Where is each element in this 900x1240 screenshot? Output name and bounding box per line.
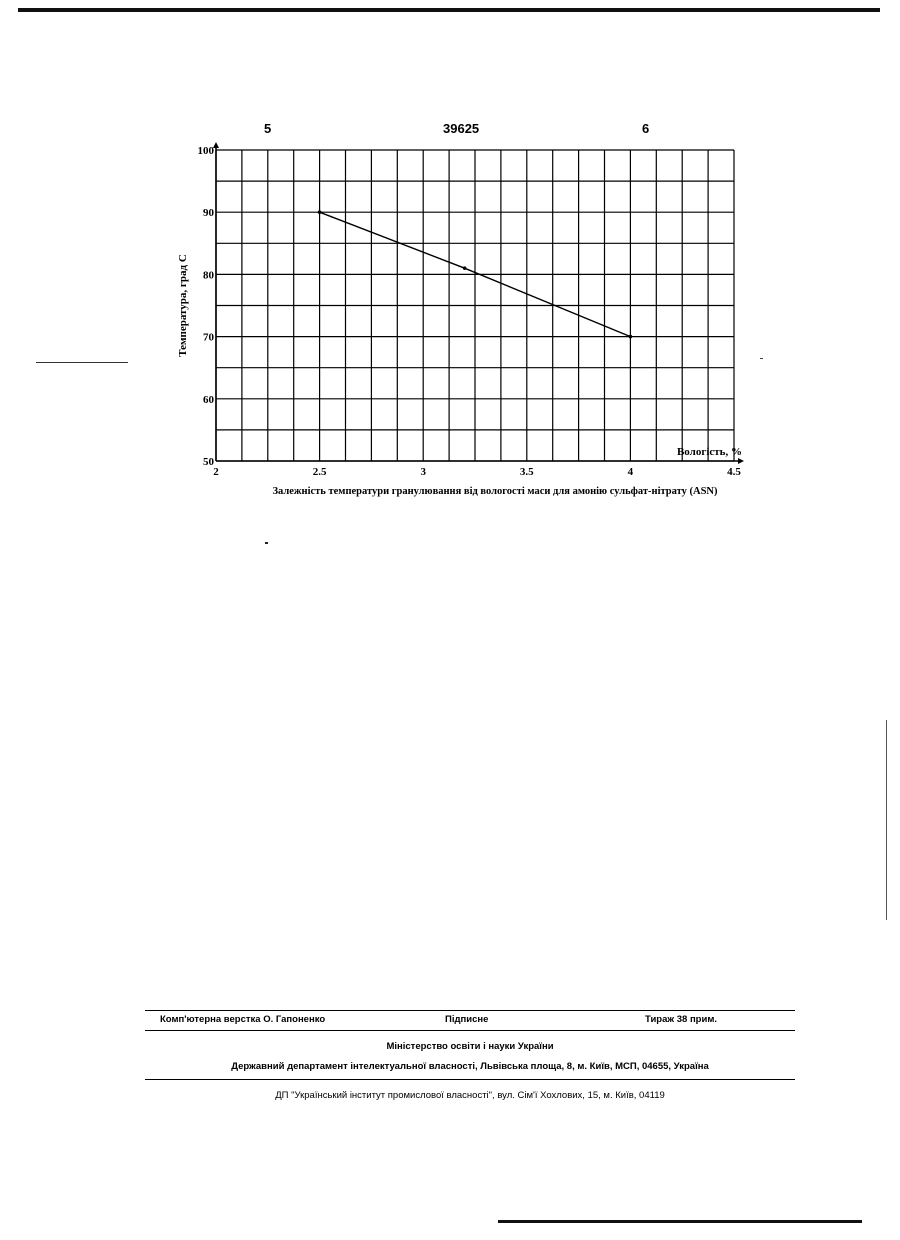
x-axis-arrow — [738, 458, 744, 464]
x-tick-label: 3 — [420, 466, 426, 478]
institute-line: ДП "Український інститут промислової вла… — [145, 1090, 795, 1101]
chart-caption: Залежність температури гранулювання від … — [150, 486, 840, 497]
x-tick-label: 3.5 — [520, 466, 534, 478]
bottom-rule — [498, 1220, 862, 1223]
x-tick-label: 2.5 — [313, 466, 327, 478]
scan-speck — [265, 542, 268, 544]
y-tick-label: 100 — [198, 145, 215, 157]
x-tick-label: 4.5 — [727, 466, 741, 478]
chart-ticks: 2 2.5 3 3.5 4 4.5 50 60 70 80 90 100 — [198, 145, 742, 478]
imprint-rule-bottom — [145, 1079, 795, 1080]
x-tick-label: 4 — [628, 466, 634, 478]
imprint-rule-top — [145, 1010, 795, 1011]
data-point — [318, 210, 322, 214]
margin-dash — [36, 362, 128, 363]
layout-credit: Комп'ютерна верстка О. Гапоненко — [160, 1014, 325, 1025]
y-axis-label: Температура, град C — [177, 254, 189, 357]
line-chart: 2 2.5 3 3.5 4 4.5 50 60 70 80 90 100 Температура, г… — [150, 138, 770, 483]
y-tick-label: 80 — [203, 269, 215, 281]
data-point — [629, 335, 633, 339]
chart-grid — [216, 150, 734, 461]
signed-label: Підписне — [445, 1014, 488, 1025]
department-line: Державний департамент інтелектуальної вл… — [145, 1061, 795, 1072]
x-tick-label: 2 — [213, 466, 219, 478]
patent-number: 39625 — [443, 121, 479, 136]
circulation-label: Тираж 38 прим. — [645, 1014, 717, 1025]
ministry-line: Міністерство освіти і науки України — [145, 1041, 795, 1052]
chart-axes — [213, 142, 744, 464]
scan-edge-line — [886, 720, 887, 920]
top-rule — [18, 8, 880, 12]
y-tick-label: 90 — [203, 207, 215, 219]
page-number-left: 5 — [264, 121, 271, 136]
x-axis-label: Вологість, % — [677, 446, 742, 458]
data-point — [463, 266, 467, 270]
imprint-rule-mid — [145, 1030, 795, 1031]
y-tick-label: 50 — [203, 456, 215, 468]
page-number-right: 6 — [642, 121, 649, 136]
y-tick-label: 60 — [203, 394, 215, 406]
y-tick-label: 70 — [203, 332, 215, 344]
